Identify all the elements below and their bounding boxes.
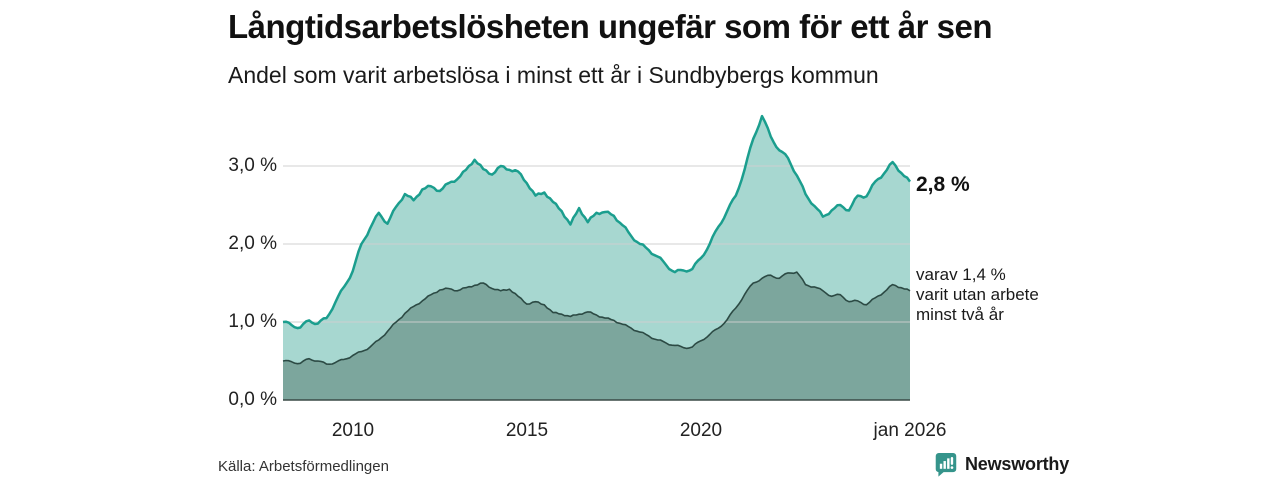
- x-tick-label: 2010: [331, 420, 375, 441]
- chart-subtitle: Andel som varit arbetslösa i minst ett å…: [228, 62, 879, 88]
- brand-name: Newsworthy: [965, 454, 1070, 474]
- secondary-note-line: varav 1,4 %: [916, 265, 1006, 284]
- y-tick-label: 0,0 %: [228, 389, 277, 410]
- y-tick-label: 3,0 %: [228, 155, 277, 176]
- x-tick-label: jan 2026: [873, 420, 947, 441]
- secondary-note-line: minst två år: [916, 305, 1004, 324]
- y-tick-label: 2,0 %: [228, 233, 277, 254]
- y-tick-label: 1,0 %: [228, 311, 277, 332]
- secondary-note-line: varit utan arbete: [916, 285, 1039, 304]
- page-title: Långtidsarbetslösheten ungefär som för e…: [228, 8, 993, 45]
- newsworthy-barchart-icon: [935, 453, 957, 477]
- brand-logo: Newsworthy: [934, 452, 1069, 477]
- x-tick-label: 2015: [505, 420, 549, 441]
- secondary-series-note: varav 1,4 % varit utan arbete minst två …: [916, 265, 1039, 325]
- x-tick-label: 2020: [679, 420, 723, 441]
- latest-value-label: 2,8 %: [916, 173, 970, 196]
- source-attribution: Källa: Arbetsförmedlingen: [218, 458, 389, 475]
